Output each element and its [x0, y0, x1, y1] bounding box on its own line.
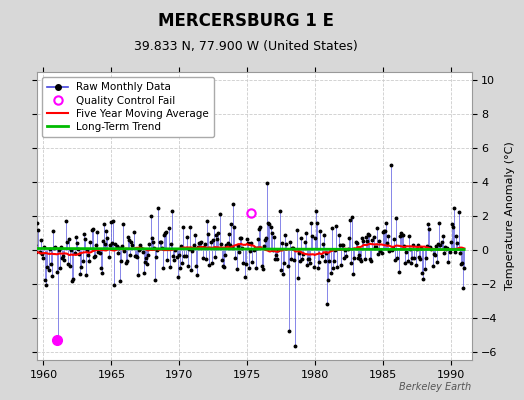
Y-axis label: Temperature Anomaly (°C): Temperature Anomaly (°C) [505, 142, 515, 290]
Legend: Raw Monthly Data, Quality Control Fail, Five Year Moving Average, Long-Term Tren: Raw Monthly Data, Quality Control Fail, … [42, 77, 214, 137]
Text: Berkeley Earth: Berkeley Earth [399, 382, 472, 392]
Text: MERCERSBURG 1 E: MERCERSBURG 1 E [158, 12, 334, 30]
Text: 39.833 N, 77.900 W (United States): 39.833 N, 77.900 W (United States) [134, 40, 358, 53]
